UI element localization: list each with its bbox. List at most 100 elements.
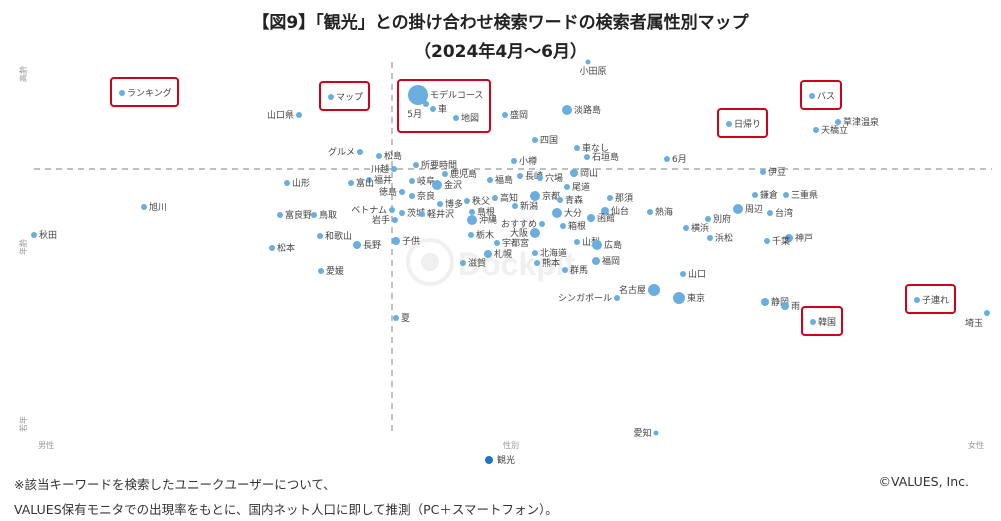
point-埼玉 — [984, 310, 990, 316]
point-東京 — [673, 292, 685, 304]
point-小田原 — [585, 59, 591, 65]
point-label-仙台: 仙台 — [611, 205, 629, 217]
watermark-text: Dockpit — [458, 246, 576, 282]
point-label-モデルコース: モデルコース — [430, 89, 483, 101]
point-福井 — [366, 177, 372, 183]
point-label-軽井沢: 軽井沢 — [427, 208, 454, 220]
point-長野 — [353, 241, 361, 249]
point-車 — [430, 106, 436, 112]
point-周辺 — [733, 204, 743, 214]
point-ランキング — [119, 90, 125, 96]
point-松本 — [269, 245, 275, 251]
point-label-夏: 夏 — [401, 313, 410, 324]
point-label-5月: 5月 — [407, 109, 422, 120]
point-島根 — [469, 209, 475, 215]
point-福岡 — [592, 257, 600, 265]
point-label-北海道: 北海道 — [540, 247, 567, 259]
point-label-ベトナム: ベトナム — [351, 205, 387, 216]
point-箱根 — [560, 223, 566, 229]
point-label-天橋立: 天橋立 — [821, 124, 848, 136]
point-label-愛知: 愛知 — [633, 427, 651, 439]
point-label-おすすめ: おすすめ — [501, 219, 537, 230]
point-千葉 — [764, 238, 770, 244]
point-旭川 — [141, 204, 147, 210]
point-熊本 — [534, 260, 540, 266]
y-axis-bottom-label: 若年 — [18, 416, 28, 432]
point-label-韓国: 韓国 — [818, 317, 836, 328]
point-label-博多: 博多 — [445, 198, 463, 210]
point-山梨 — [574, 239, 580, 245]
point-label-大分: 大分 — [564, 207, 582, 219]
point-label-シンガポール: シンガポール — [558, 293, 612, 304]
point-label-車: 車 — [438, 103, 447, 115]
point-label-雨: 雨 — [791, 301, 800, 312]
point-台湾 — [767, 210, 773, 216]
point-label-鎌倉: 鎌倉 — [760, 189, 778, 201]
point-滋賀 — [460, 260, 466, 266]
point-茨城 — [399, 210, 405, 216]
point-愛媛 — [318, 268, 324, 274]
point-label-沖縄: 沖縄 — [479, 214, 497, 226]
point-岡山 — [570, 169, 578, 177]
point-label-金沢: 金沢 — [444, 179, 462, 191]
point-label-名古屋: 名古屋 — [619, 284, 646, 296]
watermark-logo: Dockpit — [406, 238, 576, 286]
point-label-盛岡: 盛岡 — [510, 109, 528, 121]
point-大分 — [552, 208, 562, 218]
point-日帰り — [726, 121, 732, 127]
point-ベトナム — [389, 207, 395, 213]
highlight-box-バス — [800, 80, 842, 110]
point-函館 — [587, 214, 595, 222]
chart-subtitle: （2024年4月〜6月） — [414, 42, 587, 62]
point-盛岡 — [502, 112, 508, 118]
point-群馬 — [562, 267, 568, 273]
highlight-box-子連れ — [905, 284, 956, 314]
point-label-穴場: 穴場 — [545, 172, 563, 184]
point-別府 — [705, 216, 711, 222]
point-地図 — [453, 115, 459, 121]
point-label-秋田: 秋田 — [39, 229, 57, 241]
point-奈良 — [409, 193, 415, 199]
point-宇都宮 — [494, 240, 500, 246]
point-富山 — [348, 180, 354, 186]
point-山口 — [680, 271, 686, 277]
point-label-子供: 子供 — [402, 235, 420, 247]
point-沖縄 — [467, 215, 477, 225]
point-label-千葉: 千葉 — [772, 235, 790, 247]
point-バス — [809, 93, 815, 99]
highlight-box-日帰り — [717, 108, 768, 138]
point-愛知 — [653, 430, 659, 436]
y-axis-top-label: 高齢 — [18, 66, 28, 82]
legend-label: 観光 — [497, 454, 515, 466]
point-label-松本: 松本 — [277, 242, 295, 254]
point-label-群馬: 群馬 — [570, 264, 588, 276]
point-label-地図: 地図 — [461, 112, 479, 124]
point-label-尾道: 尾道 — [572, 181, 590, 193]
point-四国 — [532, 137, 538, 143]
point-徳島 — [399, 189, 405, 195]
point-鹿児島 — [442, 171, 448, 177]
point-label-愛媛: 愛媛 — [326, 265, 344, 277]
point-子供 — [392, 237, 400, 245]
footnote-line-2: VALUES保有モニタでの出現率をもとに、国内ネット人口に即して推測（PC＋スマ… — [14, 502, 558, 517]
point-label-山形: 山形 — [292, 177, 310, 189]
point-岐阜 — [409, 178, 415, 184]
point-広島 — [592, 240, 602, 250]
point-label-所要時間: 所要時間 — [421, 160, 457, 171]
point-モデルコース — [408, 85, 428, 105]
y-axis-mid-label: 年齢 — [18, 239, 28, 255]
point-label-山口: 山口 — [688, 269, 706, 280]
point-label-ランキング: ランキング — [127, 87, 172, 99]
point-label-川越: 川越 — [371, 163, 389, 175]
point-label-京都: 京都 — [542, 190, 560, 202]
point-神戸 — [785, 234, 793, 242]
x-axis-center-label: 性別 — [503, 440, 519, 450]
point-浜松 — [707, 235, 713, 241]
point-label-富良野: 富良野 — [285, 209, 312, 221]
point-label-滋賀: 滋賀 — [468, 257, 486, 269]
legend-marker — [485, 456, 493, 464]
point-label-浜松: 浜松 — [715, 232, 733, 244]
point-label-箱根: 箱根 — [568, 220, 586, 232]
highlight-box-マップ — [319, 81, 370, 111]
